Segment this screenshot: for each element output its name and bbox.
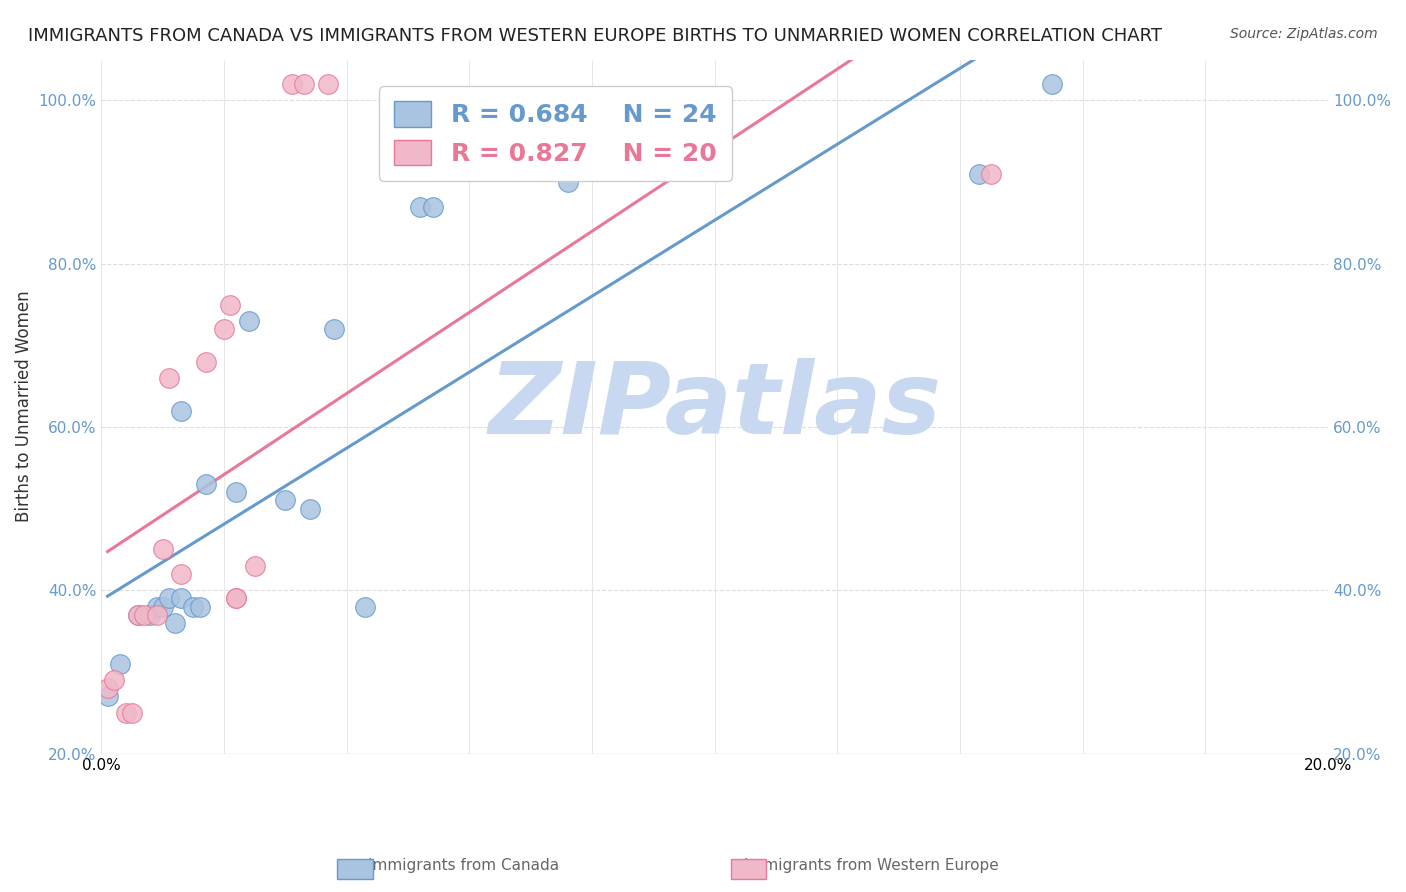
Point [212, 322, 235, 336]
Point [409, 200, 432, 214]
Text: IMMIGRANTS FROM CANADA VS IMMIGRANTS FROM WESTERN EUROPE BIRTHS TO UNMARRIED WOM: IMMIGRANTS FROM CANADA VS IMMIGRANTS FRO… [28, 27, 1163, 45]
Point [152, 599, 174, 614]
Legend: R = 0.684    N = 24, R = 0.827    N = 20: R = 0.684 N = 24, R = 0.827 N = 20 [378, 86, 733, 181]
Point [170, 566, 193, 581]
Y-axis label: Births to Unmarried Women: Births to Unmarried Women [15, 291, 32, 523]
Point [157, 371, 180, 385]
Point [134, 607, 156, 622]
Point [194, 354, 217, 368]
Point [145, 599, 167, 614]
Point [139, 607, 162, 622]
Point [422, 200, 444, 214]
Point [108, 657, 131, 671]
Point [163, 615, 186, 630]
Point [115, 706, 138, 720]
Point [980, 167, 1002, 181]
Point [1040, 77, 1063, 91]
Point [170, 591, 193, 606]
Point [354, 599, 377, 614]
Point [318, 77, 340, 91]
Point [225, 591, 247, 606]
Point [96, 690, 118, 704]
Text: Source: ZipAtlas.com: Source: ZipAtlas.com [1230, 27, 1378, 41]
Text: Immigrants from Canada: Immigrants from Canada [368, 858, 560, 872]
Point [152, 542, 174, 557]
Point [157, 591, 180, 606]
Text: ZIPatlas: ZIPatlas [488, 358, 942, 455]
Point [219, 297, 242, 311]
Point [557, 175, 579, 189]
Point [274, 493, 297, 508]
Point [188, 599, 211, 614]
Point [183, 599, 205, 614]
Point [145, 607, 167, 622]
Point [96, 681, 118, 696]
Point [292, 77, 315, 91]
Point [967, 167, 990, 181]
Point [280, 77, 302, 91]
Point [225, 485, 247, 500]
Point [238, 314, 260, 328]
Point [170, 403, 193, 417]
Point [103, 673, 125, 687]
Point [127, 607, 149, 622]
Point [121, 706, 143, 720]
Point [127, 607, 149, 622]
Text: Immigrants from Western Europe: Immigrants from Western Europe [744, 858, 1000, 872]
Point [194, 477, 217, 491]
Point [323, 322, 346, 336]
Point [243, 558, 266, 573]
Point [298, 501, 321, 516]
Point [225, 591, 247, 606]
